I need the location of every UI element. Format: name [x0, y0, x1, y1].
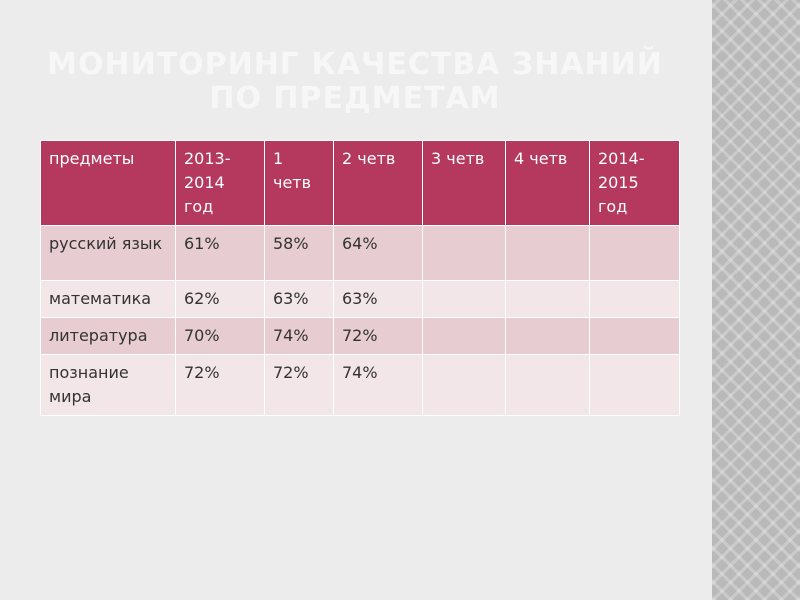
header-cell: 3 четв — [422, 140, 506, 226]
table-row: познание мира 72% 72% 74% — [40, 354, 680, 416]
header-row: предметы 2013-2014 год 1 четв 2 четв 3 четв 4… — [40, 140, 680, 226]
table-row: математика 62% 63% 63% — [40, 280, 680, 318]
table-cell — [422, 280, 506, 318]
table-cell: 72% — [264, 354, 334, 416]
table-cell — [505, 317, 590, 355]
table-cell — [422, 317, 506, 355]
table-cell: 63% — [333, 280, 423, 318]
header-cell: 2 четв — [333, 140, 423, 226]
data-table: предметы 2013-2014 год 1 четв 2 четв 3 четв 4… — [40, 140, 680, 416]
table-cell: 63% — [264, 280, 334, 318]
table-cell: 58% — [264, 225, 334, 281]
header-cell: предметы — [40, 140, 176, 226]
table-cell — [589, 225, 680, 281]
table-cell: 72% — [175, 354, 265, 416]
table-cell: 74% — [264, 317, 334, 355]
table-cell — [505, 280, 590, 318]
table-cell: литература — [40, 317, 176, 355]
table-cell — [505, 225, 590, 281]
table-row: литература 70% 74% 72% — [40, 317, 680, 355]
header-cell: 2013-2014 год — [175, 140, 265, 226]
header-cell: 2014-2015 год — [589, 140, 680, 226]
table-cell: познание мира — [40, 354, 176, 416]
table-cell: 62% — [175, 280, 265, 318]
table-cell: 64% — [333, 225, 423, 281]
table-cell — [422, 354, 506, 416]
table-cell — [589, 354, 680, 416]
table-cell — [505, 354, 590, 416]
header-cell: 4 четв — [505, 140, 590, 226]
table-cell: математика — [40, 280, 176, 318]
table-cell: 74% — [333, 354, 423, 416]
table-cell: 72% — [333, 317, 423, 355]
table-cell — [589, 280, 680, 318]
table-cell: 70% — [175, 317, 265, 355]
table-cell — [589, 317, 680, 355]
table-cell — [422, 225, 506, 281]
header-cell: 1 четв — [264, 140, 334, 226]
table-row: русский язык 61% 58% 64% — [40, 225, 680, 281]
decor-strip — [712, 0, 800, 600]
table-cell: 61% — [175, 225, 265, 281]
slide-title: МОНИТОРИНГ КАЧЕСТВА ЗНАНИЙ ПО ПРЕДМЕТАМ — [47, 47, 663, 116]
table-cell: русский язык — [40, 225, 176, 281]
